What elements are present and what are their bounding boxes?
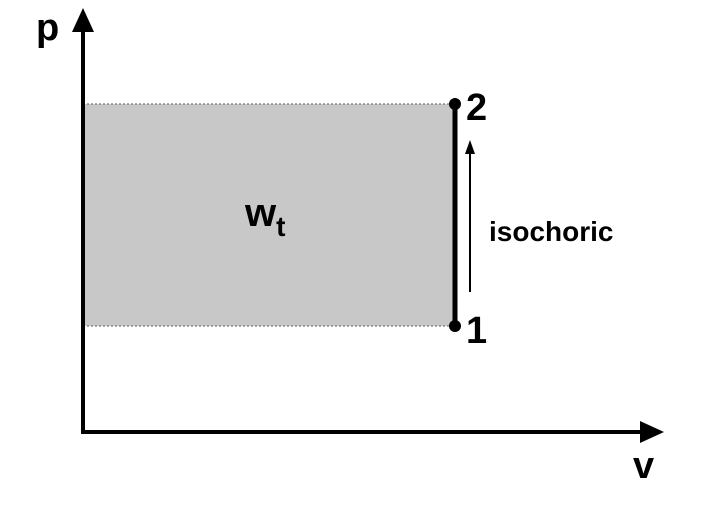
work-area bbox=[83, 104, 455, 326]
p-axis-arrowhead bbox=[72, 8, 94, 32]
v-axis-label: v bbox=[633, 445, 654, 487]
v-axis-arrowhead bbox=[640, 421, 664, 443]
work-label: wt bbox=[244, 191, 285, 242]
state-label-2: 2 bbox=[466, 87, 487, 129]
state-label-1: 1 bbox=[466, 310, 487, 352]
work-label-subscript: t bbox=[276, 211, 285, 242]
direction-arrowhead bbox=[465, 140, 475, 154]
state-point-2 bbox=[449, 98, 461, 110]
process-label: isochoric bbox=[489, 216, 613, 247]
state-point-1 bbox=[449, 320, 461, 332]
p-axis-label: p bbox=[36, 7, 59, 49]
work-label-main: w bbox=[244, 191, 277, 235]
